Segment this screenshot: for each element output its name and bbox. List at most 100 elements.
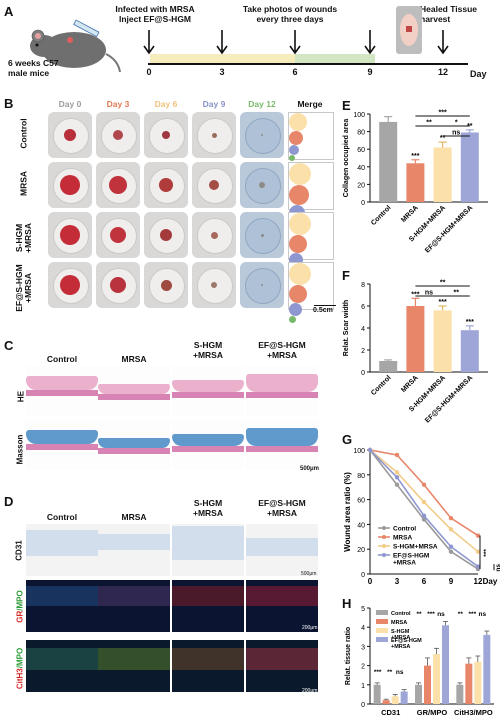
legend-marker bbox=[382, 553, 386, 557]
data-point bbox=[421, 482, 427, 487]
wound-area bbox=[160, 229, 172, 241]
fluor-band bbox=[98, 586, 170, 606]
gr-mpo-section bbox=[98, 580, 170, 632]
event-infect-label: Infected with MRSA Inject EF@S-HGM bbox=[115, 4, 195, 24]
column-header: S-HGM +MRSA bbox=[193, 498, 223, 518]
cd31-stain bbox=[246, 538, 318, 556]
y-tick-label: 4 bbox=[361, 326, 365, 333]
y-tick-label: 0 bbox=[361, 370, 365, 377]
panel-label-d: D bbox=[4, 494, 14, 509]
event-harvest-label: Healed Tissue harvest bbox=[420, 4, 478, 24]
tissue-base bbox=[246, 446, 318, 452]
bar bbox=[391, 696, 399, 704]
legend-label: Control bbox=[391, 611, 411, 617]
wound-area bbox=[260, 233, 264, 237]
panel-label-c: C bbox=[4, 338, 14, 353]
bar bbox=[373, 684, 381, 704]
panel-label-f: F bbox=[342, 268, 350, 283]
x-tick-label: Control bbox=[370, 374, 393, 397]
cd31-section bbox=[172, 524, 244, 576]
merge-ring bbox=[289, 145, 299, 155]
wound-photo bbox=[144, 212, 188, 258]
data-point bbox=[475, 533, 481, 538]
wound-area bbox=[110, 227, 126, 243]
wound-photo bbox=[48, 262, 92, 308]
wound-area bbox=[261, 284, 263, 286]
y-tick-label: 0 bbox=[361, 200, 365, 207]
wound-photo bbox=[240, 262, 284, 308]
sig-label: ** bbox=[467, 123, 473, 130]
cd31-section bbox=[98, 524, 170, 576]
gr-mpo-section bbox=[172, 580, 244, 632]
sig-label: ns bbox=[495, 564, 500, 572]
merge-ring bbox=[289, 185, 309, 205]
day-header: Day 3 bbox=[106, 99, 130, 109]
bar bbox=[433, 147, 452, 202]
cd31-section bbox=[246, 524, 318, 576]
bar bbox=[442, 625, 449, 704]
wound-area bbox=[64, 129, 76, 141]
wound-area bbox=[160, 279, 172, 291]
y-tick-label: 0 bbox=[361, 702, 365, 709]
day-header: Day 0 bbox=[58, 99, 82, 109]
wound-area bbox=[60, 175, 80, 195]
x-tick-label: 9 bbox=[449, 577, 454, 586]
masson-section bbox=[172, 420, 244, 470]
wound-area bbox=[109, 176, 127, 194]
timeline-arrows bbox=[143, 30, 449, 55]
sig-bracket-label: *** bbox=[439, 110, 447, 117]
legend-label: Control bbox=[393, 526, 416, 533]
wound-photo bbox=[96, 112, 140, 158]
row-label-cith3-mpo-suffix: /MPO bbox=[15, 647, 25, 669]
day-header: Merge bbox=[297, 99, 323, 109]
cith3-mpo-section bbox=[26, 640, 98, 692]
wound-area bbox=[159, 178, 173, 192]
data-point bbox=[448, 527, 454, 532]
y-axis-label: Relat. tissue ratio bbox=[345, 627, 352, 685]
x-tick-label: 6 bbox=[422, 577, 427, 586]
bar bbox=[382, 700, 390, 704]
data-point bbox=[394, 470, 400, 475]
wound-area bbox=[110, 277, 126, 293]
bar bbox=[474, 661, 482, 704]
legend-label: +MRSA bbox=[391, 644, 410, 650]
group-label: MRSA bbox=[18, 170, 29, 197]
sig-label: *** bbox=[469, 611, 477, 618]
data-point bbox=[475, 549, 481, 554]
tissue-layer bbox=[26, 430, 98, 444]
data-point bbox=[367, 447, 373, 453]
dish-ring bbox=[245, 218, 281, 254]
bar bbox=[379, 361, 398, 372]
gr-mpo-section bbox=[26, 580, 98, 632]
data-point bbox=[421, 499, 427, 505]
dish-ring bbox=[197, 218, 233, 254]
legend-swatch bbox=[376, 619, 388, 624]
panel-label-e: E bbox=[342, 98, 351, 113]
bar bbox=[483, 634, 491, 704]
cith3-mpo-section bbox=[246, 640, 318, 692]
gr-mpo-section bbox=[246, 580, 318, 632]
legend-label: EF@S-HGM bbox=[393, 553, 429, 560]
sig-bracket-label: ** bbox=[426, 120, 432, 127]
fluor-band bbox=[172, 586, 244, 606]
row-label-gr-mpo: GR/MPO bbox=[16, 585, 25, 629]
panel-label-a: A bbox=[4, 4, 14, 19]
row-label-gr-mpo-suffix: /MPO bbox=[15, 590, 25, 611]
wound-photo bbox=[48, 212, 92, 258]
merge-ring bbox=[289, 155, 295, 161]
legend-marker bbox=[382, 526, 386, 530]
syringe bbox=[73, 19, 100, 38]
dish-ring bbox=[245, 168, 281, 204]
merge-trace bbox=[288, 262, 334, 323]
cith3-mpo-section bbox=[98, 640, 170, 692]
fluor-band bbox=[26, 648, 98, 670]
panel-label-b: B bbox=[4, 96, 14, 111]
sig-label: *** bbox=[374, 669, 382, 676]
row-label-masson: Masson bbox=[15, 434, 25, 465]
legend-label: EF@S-HGM bbox=[391, 638, 422, 644]
wound-area bbox=[211, 282, 217, 288]
legend-label: MRSA bbox=[391, 620, 407, 626]
merge-ring bbox=[289, 316, 296, 323]
